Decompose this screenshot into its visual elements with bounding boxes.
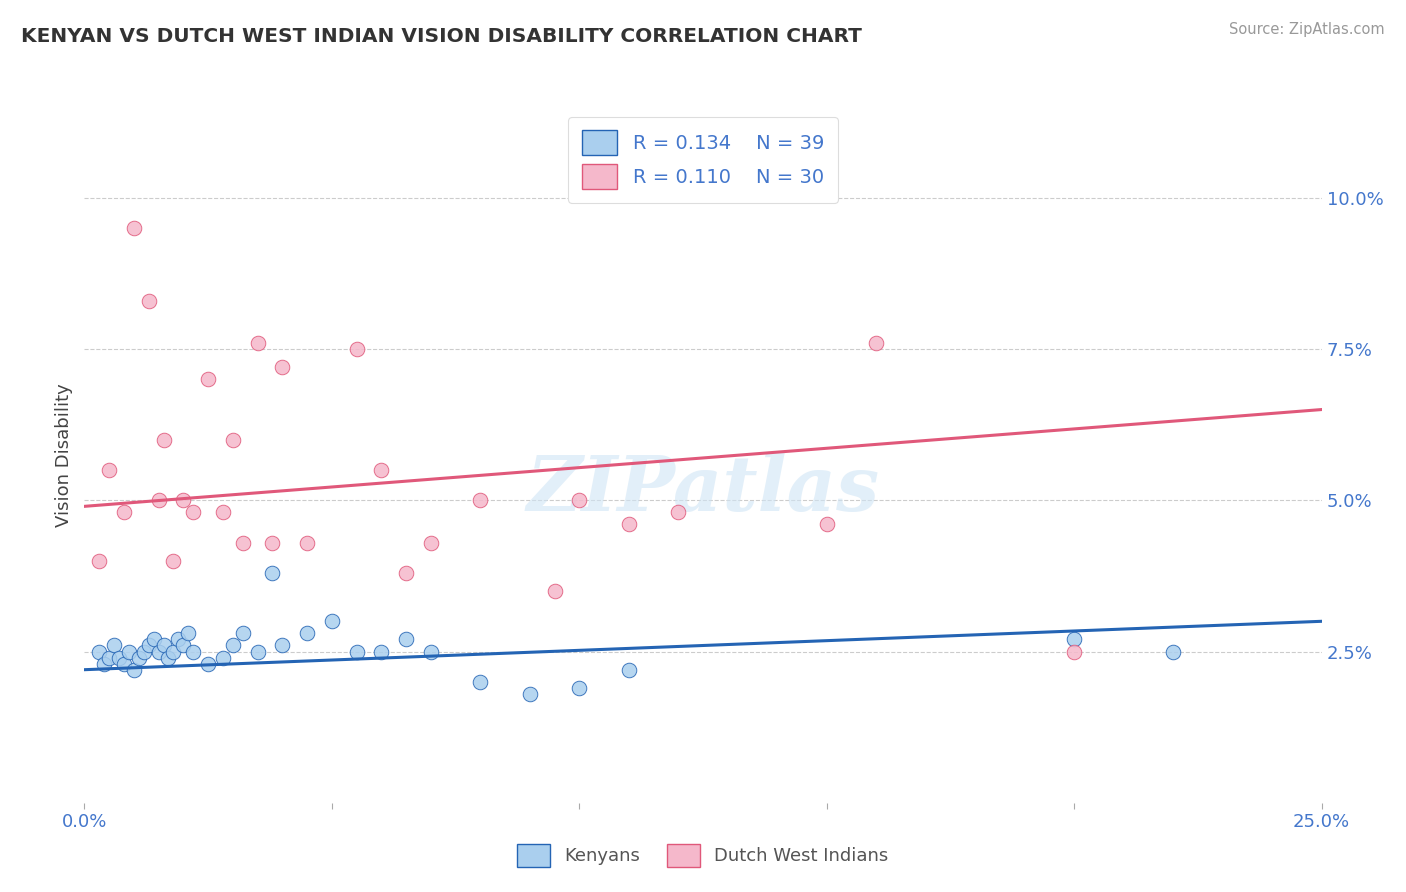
- Point: [148, 644, 170, 658]
- Point: [666, 505, 689, 519]
- Point: [112, 657, 135, 671]
- Point: [815, 517, 838, 532]
- Point: [157, 650, 180, 665]
- Point: [271, 360, 294, 375]
- Point: [262, 535, 284, 549]
- Point: [108, 650, 131, 665]
- Point: [419, 535, 441, 549]
- Point: [346, 644, 368, 658]
- Point: [370, 644, 392, 658]
- Point: [568, 681, 591, 695]
- Point: [395, 632, 418, 647]
- Point: [519, 687, 541, 701]
- Point: [93, 657, 115, 671]
- Point: [148, 493, 170, 508]
- Point: [232, 626, 254, 640]
- Point: [271, 639, 294, 653]
- Point: [246, 644, 269, 658]
- Point: [617, 663, 640, 677]
- Legend: R = 0.134    N = 39, R = 0.110    N = 30: R = 0.134 N = 39, R = 0.110 N = 30: [568, 117, 838, 202]
- Point: [138, 639, 160, 653]
- Point: [1063, 632, 1085, 647]
- Point: [181, 505, 204, 519]
- Point: [162, 644, 184, 658]
- Point: [295, 535, 318, 549]
- Point: [122, 221, 145, 235]
- Point: [865, 336, 887, 351]
- Point: [295, 626, 318, 640]
- Point: [346, 342, 368, 356]
- Point: [370, 463, 392, 477]
- Text: Source: ZipAtlas.com: Source: ZipAtlas.com: [1229, 22, 1385, 37]
- Y-axis label: Vision Disability: Vision Disability: [55, 383, 73, 527]
- Text: ZIPatlas: ZIPatlas: [526, 453, 880, 526]
- Point: [232, 535, 254, 549]
- Point: [172, 493, 194, 508]
- Point: [1063, 644, 1085, 658]
- Point: [118, 644, 141, 658]
- Point: [617, 517, 640, 532]
- Point: [568, 493, 591, 508]
- Point: [167, 632, 190, 647]
- Legend: Kenyans, Dutch West Indians: Kenyans, Dutch West Indians: [510, 837, 896, 874]
- Point: [212, 650, 235, 665]
- Point: [98, 463, 121, 477]
- Point: [470, 674, 492, 689]
- Point: [222, 433, 245, 447]
- Point: [112, 505, 135, 519]
- Point: [212, 505, 235, 519]
- Point: [222, 639, 245, 653]
- Point: [470, 493, 492, 508]
- Point: [142, 632, 165, 647]
- Point: [262, 566, 284, 580]
- Point: [89, 644, 111, 658]
- Point: [1161, 644, 1184, 658]
- Point: [395, 566, 418, 580]
- Point: [197, 657, 219, 671]
- Point: [152, 639, 174, 653]
- Point: [103, 639, 125, 653]
- Point: [98, 650, 121, 665]
- Point: [197, 372, 219, 386]
- Point: [321, 615, 343, 629]
- Point: [132, 644, 155, 658]
- Point: [181, 644, 204, 658]
- Point: [138, 293, 160, 308]
- Point: [89, 554, 111, 568]
- Point: [543, 584, 565, 599]
- Point: [246, 336, 269, 351]
- Point: [162, 554, 184, 568]
- Point: [177, 626, 200, 640]
- Text: KENYAN VS DUTCH WEST INDIAN VISION DISABILITY CORRELATION CHART: KENYAN VS DUTCH WEST INDIAN VISION DISAB…: [21, 27, 862, 45]
- Point: [128, 650, 150, 665]
- Point: [172, 639, 194, 653]
- Point: [419, 644, 441, 658]
- Point: [152, 433, 174, 447]
- Point: [122, 663, 145, 677]
